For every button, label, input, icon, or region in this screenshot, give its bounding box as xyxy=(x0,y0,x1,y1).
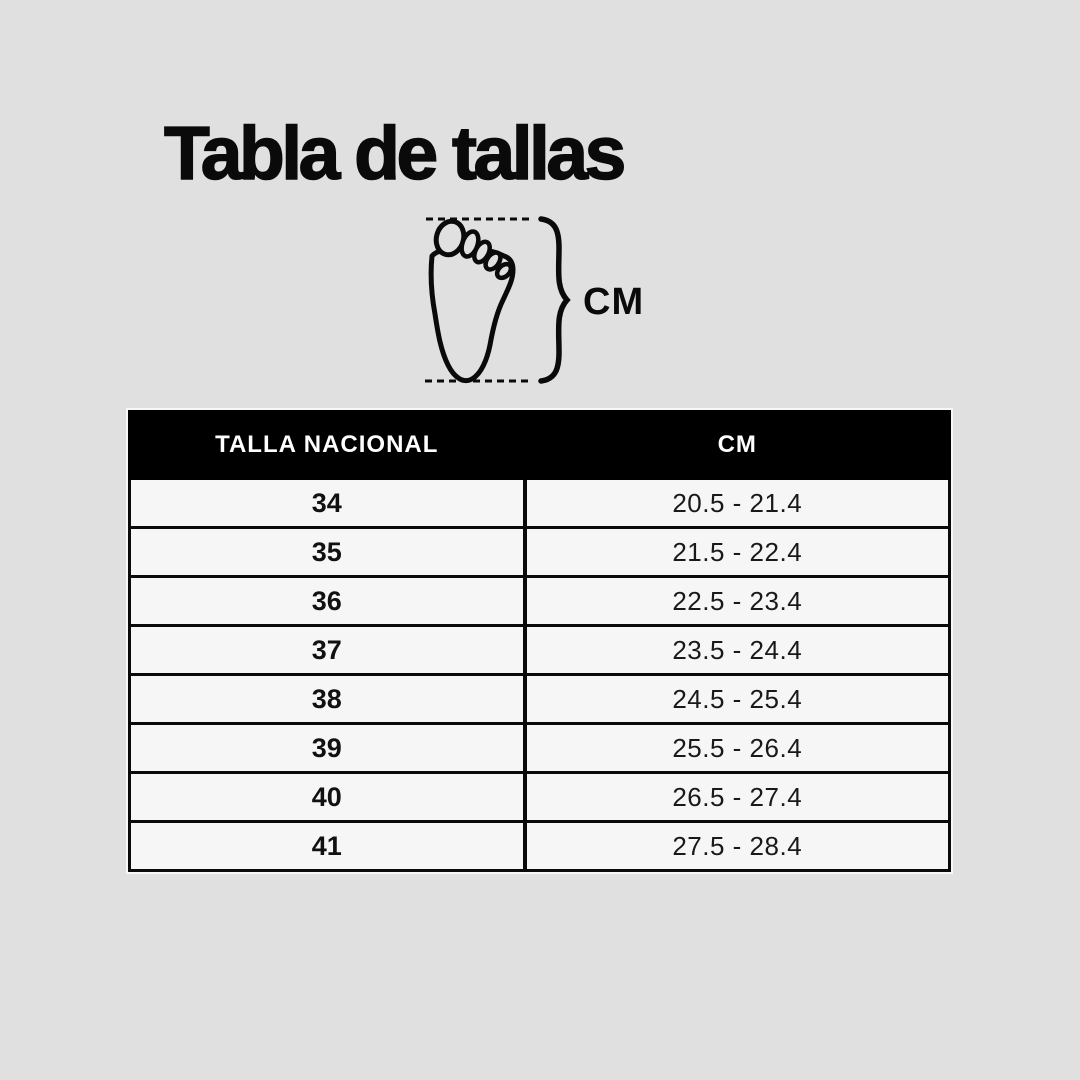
header-row: TALLA NACIONAL CM xyxy=(128,410,951,480)
table-row: 35 21.5 - 22.4 xyxy=(128,526,951,578)
column-header-talla: TALLA NACIONAL xyxy=(128,410,527,480)
table-row: 34 20.5 - 21.4 xyxy=(128,477,951,529)
table-row: 41 27.5 - 28.4 xyxy=(128,820,951,872)
talla-cell: 41 xyxy=(128,820,527,872)
talla-cell: 37 xyxy=(128,624,527,676)
column-header-cm: CM xyxy=(523,410,951,480)
size-table-body: 34 20.5 - 21.4 35 21.5 - 22.4 36 22.5 - 23.4 3… xyxy=(128,477,951,872)
cm-range-cell: 26.5 - 27.4 xyxy=(523,771,951,823)
fourth-toe xyxy=(483,250,503,272)
table-row: 39 25.5 - 26.4 xyxy=(128,722,951,774)
table-row: 37 23.5 - 24.4 xyxy=(128,624,951,676)
cm-range-cell: 24.5 - 25.4 xyxy=(523,673,951,725)
talla-cell: 36 xyxy=(128,575,527,627)
foot-measurement-illustration: CM xyxy=(425,216,644,384)
page-title: Tabla de tallas xyxy=(163,110,627,196)
table-row: 40 26.5 - 27.4 xyxy=(128,771,951,823)
table-row: 38 24.5 - 25.4 xyxy=(128,673,951,725)
cm-range-cell: 21.5 - 22.4 xyxy=(523,526,951,578)
talla-cell: 34 xyxy=(128,477,527,529)
cm-range-cell: 25.5 - 26.4 xyxy=(523,722,951,774)
cm-range-cell: 22.5 - 23.4 xyxy=(523,575,951,627)
talla-cell: 35 xyxy=(128,526,527,578)
talla-cell: 39 xyxy=(128,722,527,774)
table-row: 36 22.5 - 23.4 xyxy=(128,575,951,627)
pinky-toe xyxy=(494,261,514,281)
size-table-header: TALLA NACIONAL CM xyxy=(128,410,951,480)
cm-range-cell: 27.5 - 28.4 xyxy=(523,820,951,872)
unit-label: CM xyxy=(583,281,644,323)
footprint-icon xyxy=(428,218,516,384)
talla-cell: 40 xyxy=(128,771,527,823)
cm-range-cell: 23.5 - 24.4 xyxy=(523,624,951,676)
talla-cell: 38 xyxy=(128,673,527,725)
cm-range-cell: 20.5 - 21.4 xyxy=(523,477,951,529)
brace-icon xyxy=(538,216,571,384)
size-table: TALLA NACIONAL CM 34 20.5 - 21.4 35 21.5 - … xyxy=(128,410,951,872)
